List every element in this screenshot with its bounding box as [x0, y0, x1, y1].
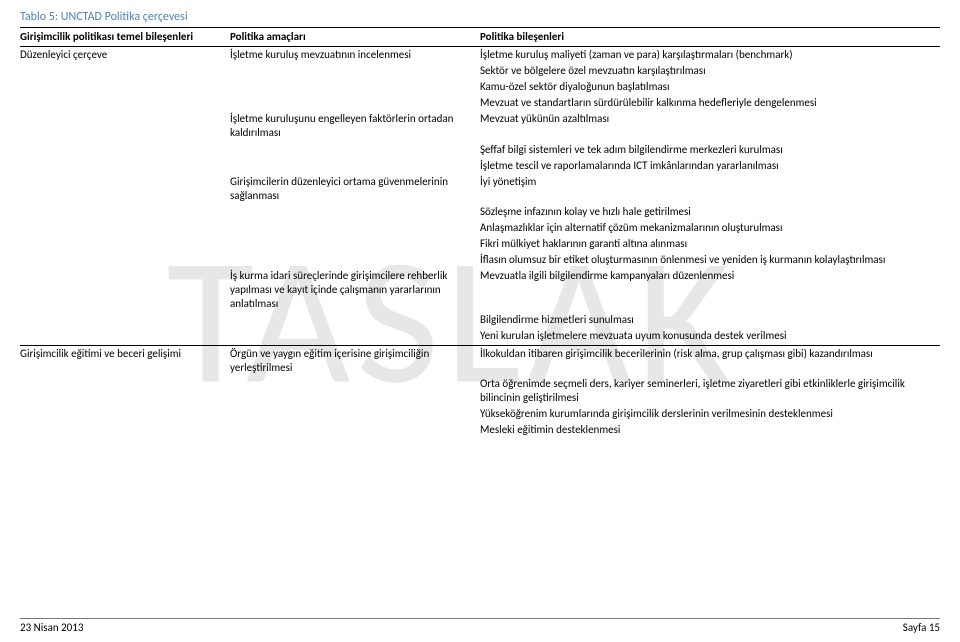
table-cell: [230, 95, 480, 111]
table-cell: Orta öğrenimde seçmeli ders, kariyer sem…: [480, 376, 940, 406]
table-cell: İlkokuldan itibaren girişimcilik beceril…: [480, 345, 940, 376]
header-col2: Politika amaçları: [230, 28, 480, 47]
table-cell: [230, 328, 480, 345]
table-cell: İyi yönetişim: [480, 174, 940, 204]
table-cell: Mevzuatla ilgili bilgilendirme kampanyal…: [480, 268, 940, 312]
table-cell: [20, 111, 230, 141]
table-cell: [20, 79, 230, 95]
table-row: Anlaşmazlıklar için alternatif çözüm mek…: [20, 220, 940, 236]
table-header-row: Girişimcilik politikası temel bileşenler…: [20, 28, 940, 47]
table-cell: Bilgilendirme hizmetleri sunulması: [480, 312, 940, 328]
table-cell: Şeffaf bilgi sistemleri ve tek adım bilg…: [480, 142, 940, 158]
table-cell: [20, 95, 230, 111]
table-cell: Anlaşmazlıklar için alternatif çözüm mek…: [480, 220, 940, 236]
table-cell: Yeni kurulan işletmelere mevzuata uyum k…: [480, 328, 940, 345]
table-cell: [230, 220, 480, 236]
header-col1: Girişimcilik politikası temel bileşenler…: [20, 28, 230, 47]
table-cell: [20, 422, 230, 438]
table-row: Orta öğrenimde seçmeli ders, kariyer sem…: [20, 376, 940, 406]
table-cell: Mevzuat ve standartların sürdürülebilir …: [480, 95, 940, 111]
table-row: Yeni kurulan işletmelere mevzuata uyum k…: [20, 328, 940, 345]
table-cell: İş kurma idari süreçlerinde girişimciler…: [230, 268, 480, 312]
table-cell: [20, 158, 230, 174]
table-row: İşletme tescil ve raporlamalarında ICT i…: [20, 158, 940, 174]
table-cell: Sektör ve bölgelere özel mevzuatın karşı…: [480, 63, 940, 79]
table-cell: İşletme kuruluş mevzuatının incelenmesi: [230, 47, 480, 64]
table-row: Şeffaf bilgi sistemleri ve tek adım bilg…: [20, 142, 940, 158]
table-row: İş kurma idari süreçlerinde girişimciler…: [20, 268, 940, 312]
table-caption: Tablo 5: UNCTAD Politika çerçevesi: [20, 10, 940, 24]
table-row: Fikri mülkiyet haklarının garanti altına…: [20, 236, 940, 252]
table-row: Girişimcilik eğitimi ve beceri gelişimiÖ…: [20, 345, 940, 376]
table-cell: Girişimcilik eğitimi ve beceri gelişimi: [20, 345, 230, 376]
table-cell: [20, 236, 230, 252]
table-row: Mesleki eğitimin desteklenmesi: [20, 422, 940, 438]
table-cell: [20, 174, 230, 204]
table-cell: [20, 252, 230, 268]
table-row: Düzenleyici çerçeveİşletme kuruluş mevzu…: [20, 47, 940, 64]
header-col3: Politika bileşenleri: [480, 28, 940, 47]
table-row: Sözleşme infazının kolay ve hızlı hale g…: [20, 204, 940, 220]
table-row: İflasın olumsuz bir etiket oluşturmasını…: [20, 252, 940, 268]
table-cell: Örgün ve yaygın eğitim içerisine girişim…: [230, 345, 480, 376]
table-cell: Girişimcilerin düzenleyici ortama güvenm…: [230, 174, 480, 204]
table-cell: [20, 376, 230, 406]
table-cell: [20, 312, 230, 328]
table-cell: [230, 376, 480, 406]
table-cell: Fikri mülkiyet haklarının garanti altına…: [480, 236, 940, 252]
table-cell: İşletme kuruluş maliyeti (zaman ve para)…: [480, 47, 940, 64]
table-cell: [230, 406, 480, 422]
table-cell: [230, 79, 480, 95]
table-cell: [230, 236, 480, 252]
table-cell: [230, 252, 480, 268]
table-cell: İşletme tescil ve raporlamalarında ICT i…: [480, 158, 940, 174]
table-cell: Kamu-özel sektör diyaloğunun başlatılmas…: [480, 79, 940, 95]
table-cell: [230, 422, 480, 438]
table-cell: Mesleki eğitimin desteklenmesi: [480, 422, 940, 438]
table-cell: [20, 142, 230, 158]
table-row: Kamu-özel sektör diyaloğunun başlatılmas…: [20, 79, 940, 95]
table-cell: [20, 406, 230, 422]
table-cell: Sözleşme infazının kolay ve hızlı hale g…: [480, 204, 940, 220]
table-row: Sektör ve bölgelere özel mevzuatın karşı…: [20, 63, 940, 79]
table-cell: [20, 220, 230, 236]
table-cell: [230, 63, 480, 79]
table-cell: [20, 268, 230, 312]
table-row: Mevzuat ve standartların sürdürülebilir …: [20, 95, 940, 111]
table-cell: Mevzuat yükünün azaltılması: [480, 111, 940, 141]
table-cell: [230, 204, 480, 220]
table-row: İşletme kuruluşunu engelleyen faktörleri…: [20, 111, 940, 141]
page-footer: 23 Nisan 2013 Sayfa 15: [20, 618, 940, 634]
table-cell: [230, 312, 480, 328]
table-cell: [20, 328, 230, 345]
policy-table: Girişimcilik politikası temel bileşenler…: [20, 27, 940, 438]
table-cell: [230, 158, 480, 174]
table-cell: İşletme kuruluşunu engelleyen faktörleri…: [230, 111, 480, 141]
table-cell: Düzenleyici çerçeve: [20, 47, 230, 64]
table-row: Yükseköğrenim kurumlarında girişimcilik …: [20, 406, 940, 422]
footer-page: Sayfa 15: [903, 621, 940, 634]
table-row: Girişimcilerin düzenleyici ortama güvenm…: [20, 174, 940, 204]
table-cell: İflasın olumsuz bir etiket oluşturmasını…: [480, 252, 940, 268]
page-content: Tablo 5: UNCTAD Politika çerçevesi Giriş…: [20, 10, 940, 438]
table-cell: Yükseköğrenim kurumlarında girişimcilik …: [480, 406, 940, 422]
table-cell: [20, 63, 230, 79]
table-row: Bilgilendirme hizmetleri sunulması: [20, 312, 940, 328]
table-cell: [230, 142, 480, 158]
footer-date: 23 Nisan 2013: [20, 621, 83, 634]
table-cell: [20, 204, 230, 220]
